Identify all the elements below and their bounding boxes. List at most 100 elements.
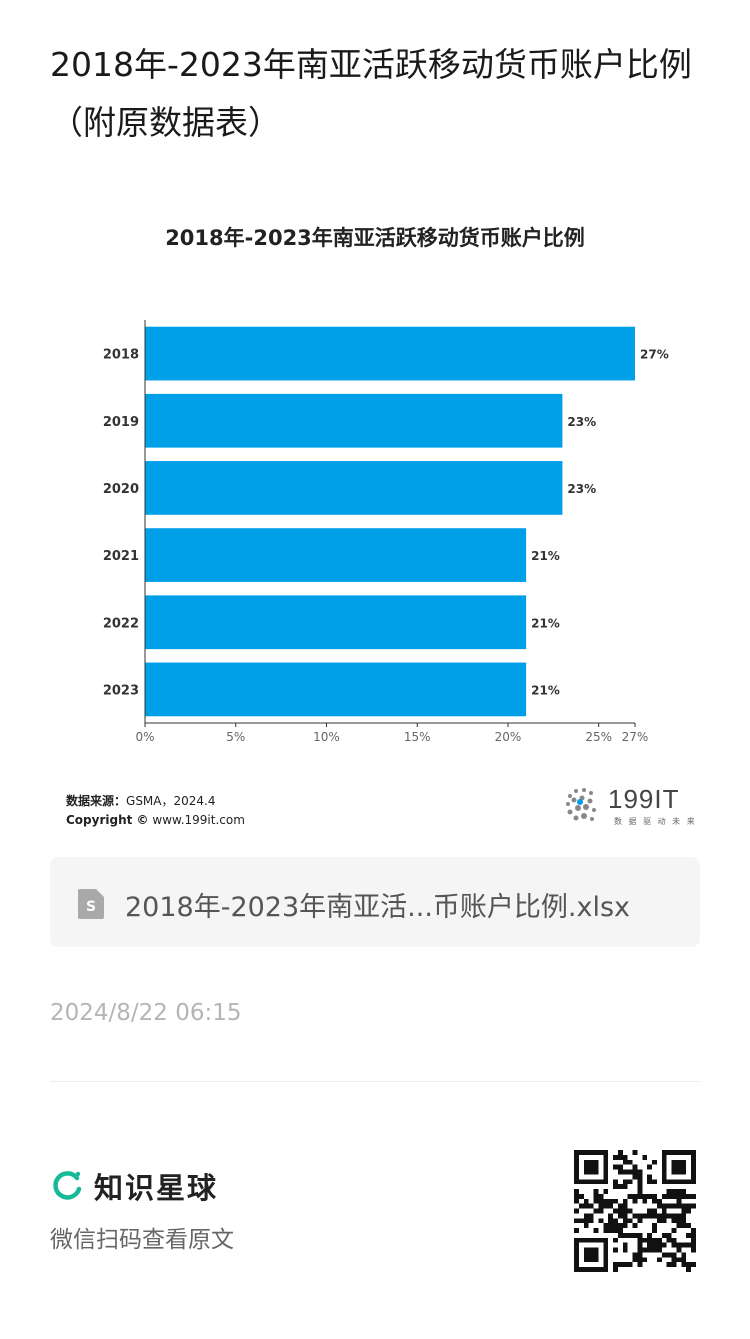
qr-module (666, 1262, 672, 1268)
qr-module (647, 1237, 653, 1243)
199it-logo: 199IT 数 据 驱 动 未 来 (560, 782, 700, 832)
qr-module (574, 1252, 579, 1258)
qr-module (593, 1193, 599, 1199)
qr-module (637, 1169, 643, 1175)
qr-module (588, 1267, 594, 1272)
qr-module (574, 1247, 579, 1253)
qr-module (603, 1150, 609, 1155)
qr-module (652, 1193, 657, 1199)
qr-module (652, 1237, 657, 1243)
qr-module (588, 1252, 594, 1258)
qr-module (637, 1189, 643, 1194)
bar-2022 (145, 595, 527, 650)
qr-module (666, 1213, 672, 1219)
qr-module (613, 1262, 618, 1268)
qr-module (578, 1237, 584, 1243)
qr-module (622, 1213, 628, 1219)
qr-module (613, 1247, 618, 1253)
data-label: 23% (567, 482, 596, 496)
qr-module (681, 1257, 687, 1263)
qr-module (642, 1213, 648, 1219)
qr-module (622, 1203, 628, 1209)
qr-module (676, 1164, 682, 1170)
x-tick-label: 20% (495, 730, 522, 744)
qr-module (681, 1218, 687, 1224)
qr-module (617, 1262, 623, 1268)
qr-module (608, 1213, 614, 1219)
qr-module (686, 1203, 692, 1209)
qr-module (578, 1203, 584, 1209)
qr-module (671, 1159, 677, 1165)
qr-module (652, 1213, 657, 1219)
qr-module (622, 1262, 628, 1268)
qr-module (593, 1189, 599, 1194)
qr-module (632, 1213, 638, 1219)
qr-module (652, 1159, 657, 1165)
qr-module (656, 1237, 662, 1243)
qr-module (681, 1150, 687, 1155)
qr-module (613, 1184, 618, 1190)
qr-module (622, 1184, 628, 1190)
qr-module (574, 1262, 579, 1268)
qr-code[interactable] (574, 1150, 696, 1272)
qr-module (661, 1232, 667, 1238)
qr-module (578, 1150, 584, 1155)
copyright-label: Copyright © (66, 813, 149, 827)
qr-module (583, 1223, 589, 1229)
qr-module (588, 1159, 594, 1165)
qr-module (642, 1257, 648, 1263)
qr-module (691, 1150, 696, 1155)
zsxq-logo-icon (53, 1171, 82, 1200)
qr-module (583, 1164, 589, 1170)
source-line: 数据来源：GSMA，2024.4 (66, 792, 215, 809)
qr-module (613, 1267, 618, 1272)
qr-module (686, 1193, 692, 1199)
qr-module (622, 1232, 628, 1238)
qr-module (627, 1169, 633, 1175)
qr-module (661, 1208, 667, 1214)
qr-module (647, 1242, 653, 1248)
qr-module (632, 1150, 638, 1155)
qr-module (603, 1247, 609, 1253)
qr-module (593, 1237, 599, 1243)
qr-module (603, 1262, 609, 1268)
qr-module (583, 1169, 589, 1175)
qr-module (598, 1237, 604, 1243)
qr-module (603, 1174, 609, 1180)
qr-module (632, 1174, 638, 1180)
qr-module (632, 1223, 638, 1229)
category-label: 2022 (103, 616, 139, 631)
qr-module (666, 1179, 672, 1185)
qr-module (647, 1213, 653, 1219)
qr-module (574, 1169, 579, 1175)
qr-module (588, 1237, 594, 1243)
qr-module (676, 1257, 682, 1263)
qr-module (666, 1237, 672, 1243)
qr-module (681, 1262, 687, 1268)
qr-module (627, 1193, 633, 1199)
file-name: 2018年-2023年南亚活...币账户比例.xlsx (125, 892, 631, 923)
qr-module (661, 1150, 667, 1155)
category-label: 2021 (103, 549, 139, 564)
qr-module (574, 1164, 579, 1170)
qr-module (681, 1213, 687, 1219)
qr-module (676, 1218, 682, 1224)
qr-module (647, 1179, 653, 1185)
scan-hint: 微信扫码查看原文 (50, 1227, 234, 1253)
qr-module (652, 1179, 657, 1185)
qr-module (574, 1159, 579, 1165)
qr-module (574, 1208, 579, 1214)
bar-2018 (145, 326, 635, 381)
qr-module (622, 1169, 628, 1175)
qr-module (652, 1242, 657, 1248)
qr-module (583, 1179, 589, 1185)
attachment-file-card[interactable]: S 2018年-2023年南亚活...币账户比例.xlsx (50, 857, 700, 947)
category-label: 2020 (103, 482, 139, 497)
qr-module (598, 1203, 604, 1209)
data-label: 21% (531, 549, 560, 563)
qr-module (632, 1198, 638, 1204)
x-tick-label: 10% (313, 730, 340, 744)
qr-module (647, 1193, 653, 1199)
qr-module (632, 1252, 638, 1258)
qr-module (583, 1267, 589, 1272)
